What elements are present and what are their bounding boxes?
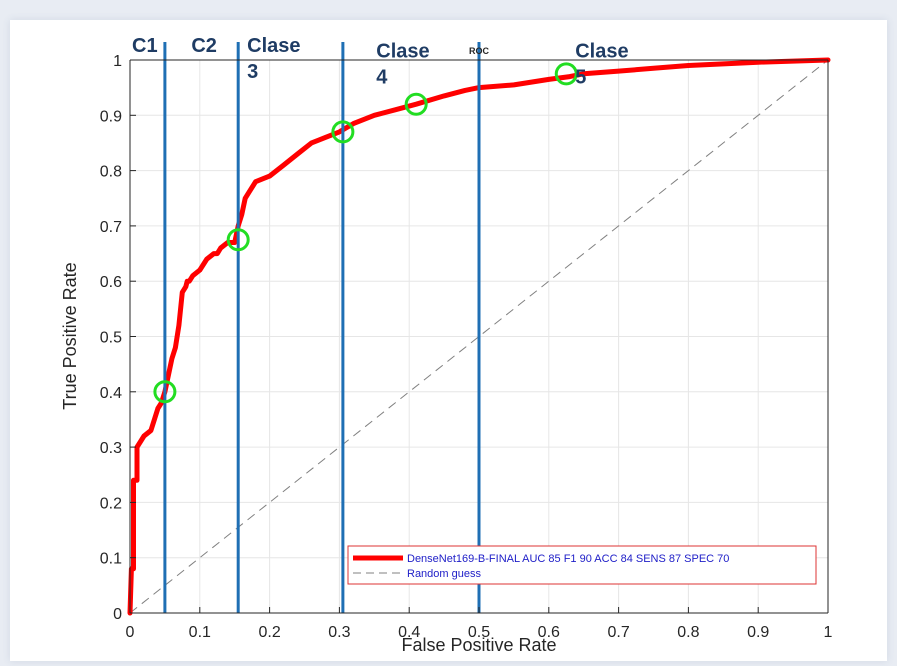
threshold-marker-1 [153, 380, 177, 404]
y-tick-label: 0 [113, 606, 122, 623]
class-label-5: Clase [575, 41, 628, 63]
random-guess-line [129, 59, 829, 614]
y-tick-label: 0.5 [100, 330, 122, 347]
x-tick-label: 0.1 [189, 624, 211, 641]
x-tick-label: 1 [824, 624, 833, 641]
class-label-4: 4 [376, 67, 388, 89]
class-label-1: C1 [132, 35, 158, 57]
threshold-marker-3 [331, 120, 355, 144]
tick-labels: 0 0.1 0.2 0.3 0.4 0.5 0.6 0.7 0.8 0.9 1 0 0.1 0.2 0.3 0… [100, 53, 833, 641]
y-axis-title: True Positive Rate [60, 262, 80, 409]
class-label-4: Clase [376, 41, 429, 63]
class-lines [163, 42, 481, 613]
threshold-marker-2 [226, 228, 250, 252]
x-tick-label: 0.9 [747, 624, 769, 641]
threshold-markers [153, 62, 578, 404]
class-label-3: 3 [247, 61, 258, 83]
legend: DenseNet169-B-FINAL AUC 85 F1 90 ACC 84 … [347, 545, 817, 585]
x-tick-label: 0.5 [468, 624, 490, 641]
roc-curve-layer [127, 57, 831, 616]
y-tick-label: 0.8 [100, 164, 122, 181]
legend-label-roc: DenseNet169-B-FINAL AUC 85 F1 90 ACC 84 … [407, 553, 729, 565]
y-tick-label: 1 [113, 53, 122, 70]
y-tick-label: 0.7 [100, 219, 122, 236]
legend-box [347, 545, 817, 585]
x-tick-label: 0.3 [328, 624, 350, 641]
y-tick-label: 0.1 [100, 551, 122, 568]
threshold-marker-5 [554, 62, 578, 86]
class-labels: C1 C2 Clase 3 Clase 4 Clase 5 [132, 35, 629, 89]
x-tick-label: 0.8 [677, 624, 699, 641]
threshold-marker-4 [404, 92, 428, 116]
figure-card: 0 0.1 0.2 0.3 0.4 0.5 0.6 0.7 0.8 0.9 1 0 0.1 0.2 0.3 0… [10, 20, 887, 661]
chart-title: ROC [469, 46, 490, 56]
random-guess-line-layer [129, 59, 829, 614]
class-label-2: C2 [191, 35, 217, 57]
x-tick-label: 0.4 [398, 624, 420, 641]
roc-chart: 0 0.1 0.2 0.3 0.4 0.5 0.6 0.7 0.8 0.9 1 0 0.1 0.2 0.3 0… [60, 35, 833, 655]
y-tick-label: 0.2 [100, 495, 122, 512]
x-tick-label: 0 [126, 624, 135, 641]
axes [129, 59, 829, 614]
x-tick-label: 0.7 [607, 624, 629, 641]
roc-curve [127, 57, 831, 616]
y-tick-label: 0.3 [100, 440, 122, 457]
x-axis-title: False Positive Rate [401, 635, 556, 655]
legend-label-random: Random guess [407, 568, 481, 580]
x-tick-label: 0.6 [538, 624, 560, 641]
y-tick-label: 0.9 [100, 108, 122, 125]
y-tick-label: 0.6 [100, 274, 122, 291]
class-label-3: Clase [247, 35, 300, 57]
class-label-5: 5 [575, 67, 586, 89]
x-tick-label: 0.2 [258, 624, 280, 641]
y-tick-label: 0.4 [100, 385, 122, 402]
